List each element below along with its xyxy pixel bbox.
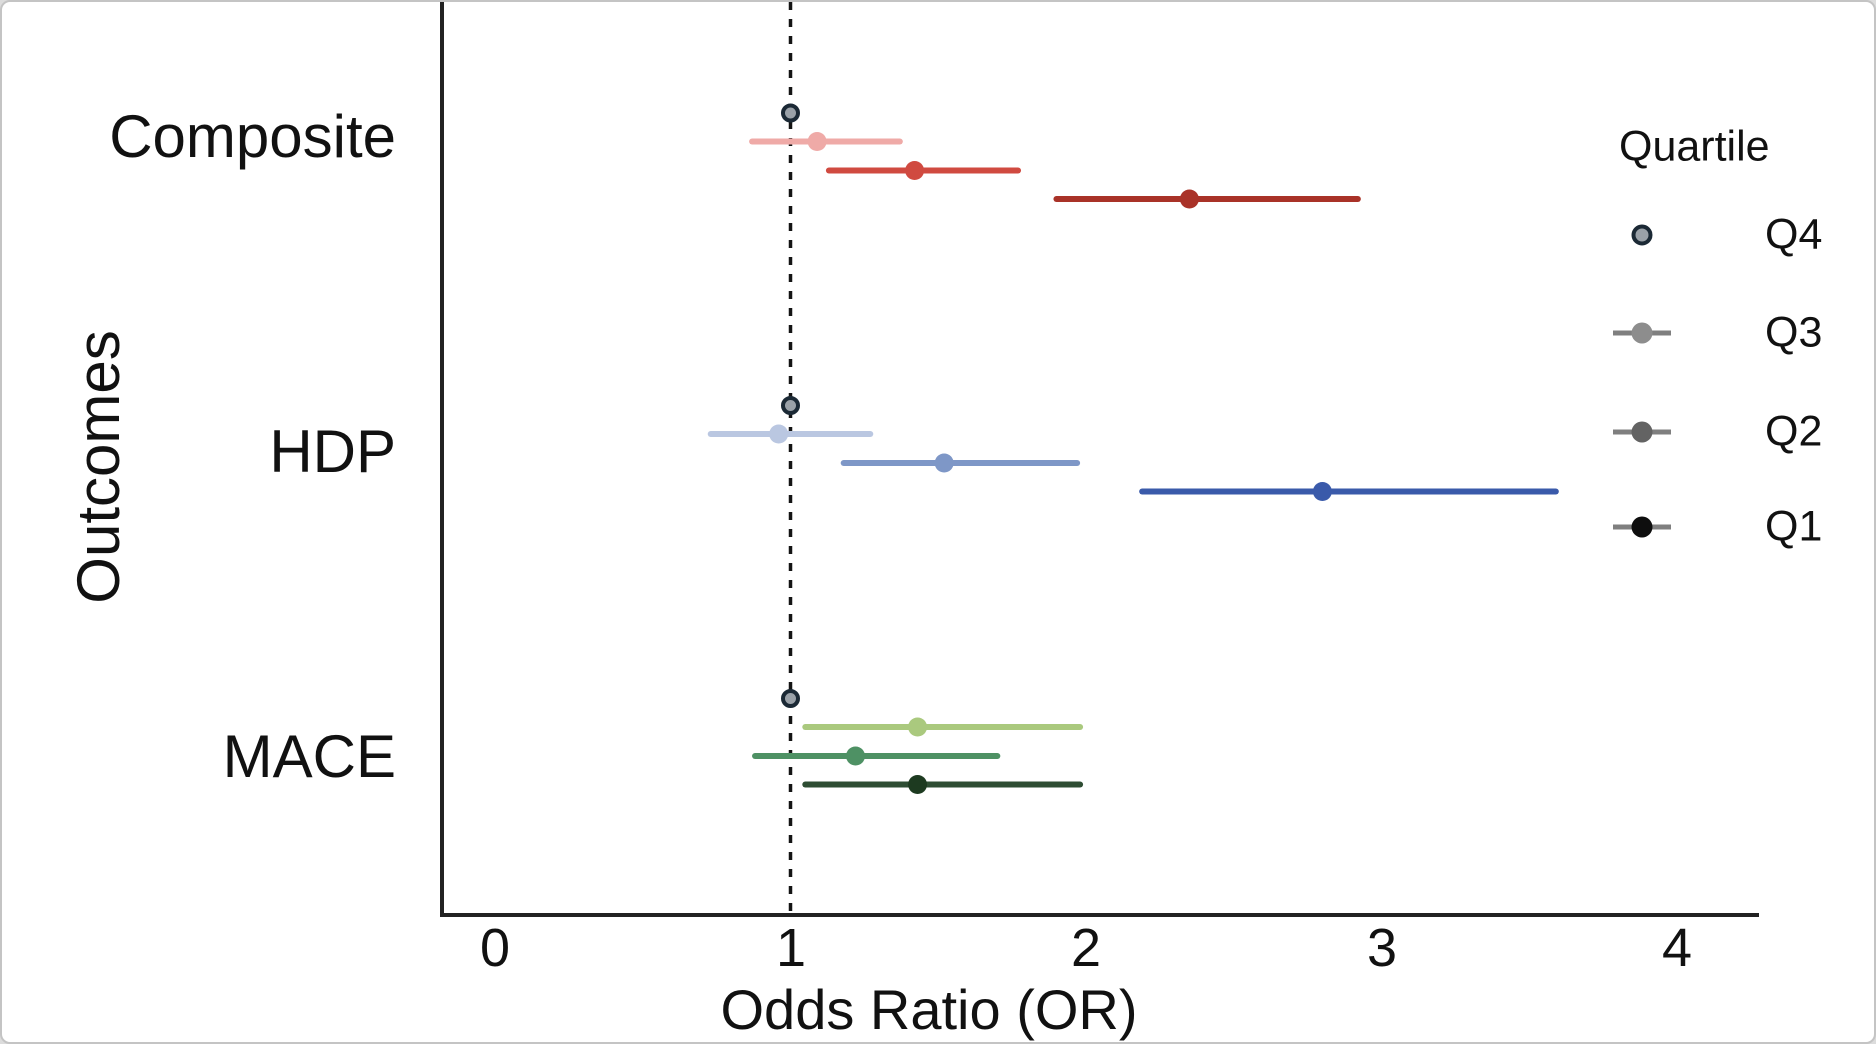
legend-label-q1: Q1 xyxy=(1765,502,1823,551)
group-label-hdp: HDP xyxy=(269,418,396,485)
x-tick-0: 0 xyxy=(479,918,511,978)
group-label-composite: Composite xyxy=(109,103,396,170)
x-tick-4: 4 xyxy=(1661,918,1693,978)
legend-marker-q1-dot xyxy=(1631,516,1653,538)
or-dot-composite-q2 xyxy=(905,161,925,180)
legend-label-q2: Q2 xyxy=(1765,407,1823,456)
legend-title: Quartile xyxy=(1619,122,1770,171)
group-label-mace: MACE xyxy=(222,723,396,790)
x-tick-1: 1 xyxy=(775,918,807,978)
or-dot-hdp-q2 xyxy=(934,453,954,473)
reference-dot-mace xyxy=(781,689,800,708)
x-axis-title: Odds Ratio (OR) xyxy=(720,978,1138,1041)
legend-marker-q2-dot xyxy=(1631,421,1653,443)
legend-marker-q4-dot xyxy=(1631,224,1653,246)
or-dot-hdp-q1 xyxy=(1312,482,1332,501)
or-dot-composite-q1 xyxy=(1179,189,1199,209)
or-dot-hdp-q3 xyxy=(769,424,789,444)
x-tick-3: 3 xyxy=(1366,918,1398,978)
or-dot-mace-q1 xyxy=(908,775,928,794)
legend-label-q4: Q4 xyxy=(1765,210,1823,259)
y-axis-title: Outcomes xyxy=(65,330,132,604)
legend-label-q3: Q3 xyxy=(1765,308,1823,357)
legend-marker-q3-dot xyxy=(1631,322,1653,344)
reference-dot-hdp xyxy=(781,396,800,415)
or-dot-mace-q2 xyxy=(846,746,866,766)
or-dot-composite-q3 xyxy=(807,132,827,151)
x-tick-2: 2 xyxy=(1070,918,1102,978)
reference-dot-composite xyxy=(781,103,800,123)
or-dot-mace-q3 xyxy=(908,717,928,737)
